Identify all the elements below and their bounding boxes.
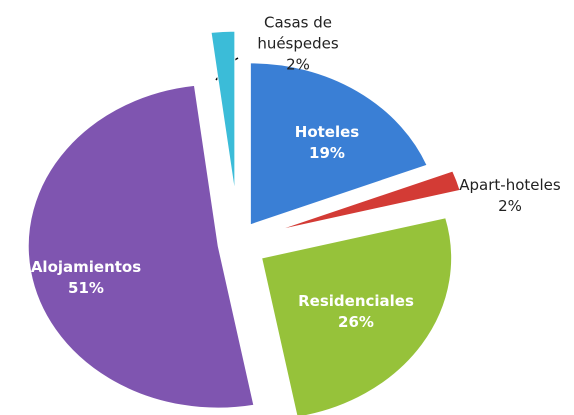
slice-name: Apart-hoteles (459, 176, 561, 194)
slice-name: Residenciales (298, 292, 414, 310)
slice-label: Alojamientos 51% (21, 257, 151, 299)
pie-slice (261, 217, 453, 415)
slice-name: Hoteles (294, 123, 360, 141)
pie-slice (249, 62, 428, 226)
slice-value: 2% (498, 197, 522, 215)
slice-label: Hoteles 19% (282, 122, 372, 164)
pie-slice (275, 170, 461, 232)
slice-label: Apart-hoteles 2% (445, 175, 574, 217)
slice-value: 26% (338, 313, 374, 331)
slice-name: Casas de huéspedes (257, 13, 339, 53)
slice-label: Residenciales 26% (291, 291, 421, 333)
slice-value: 19% (309, 144, 345, 162)
pie-slice (27, 84, 255, 409)
pie-slice (210, 30, 236, 194)
slice-value: 51% (68, 279, 104, 297)
slice-label: Casas de huéspedes 2% (243, 13, 353, 76)
slice-value: 2% (286, 55, 310, 74)
slice-name: Alojamientos (30, 258, 142, 276)
